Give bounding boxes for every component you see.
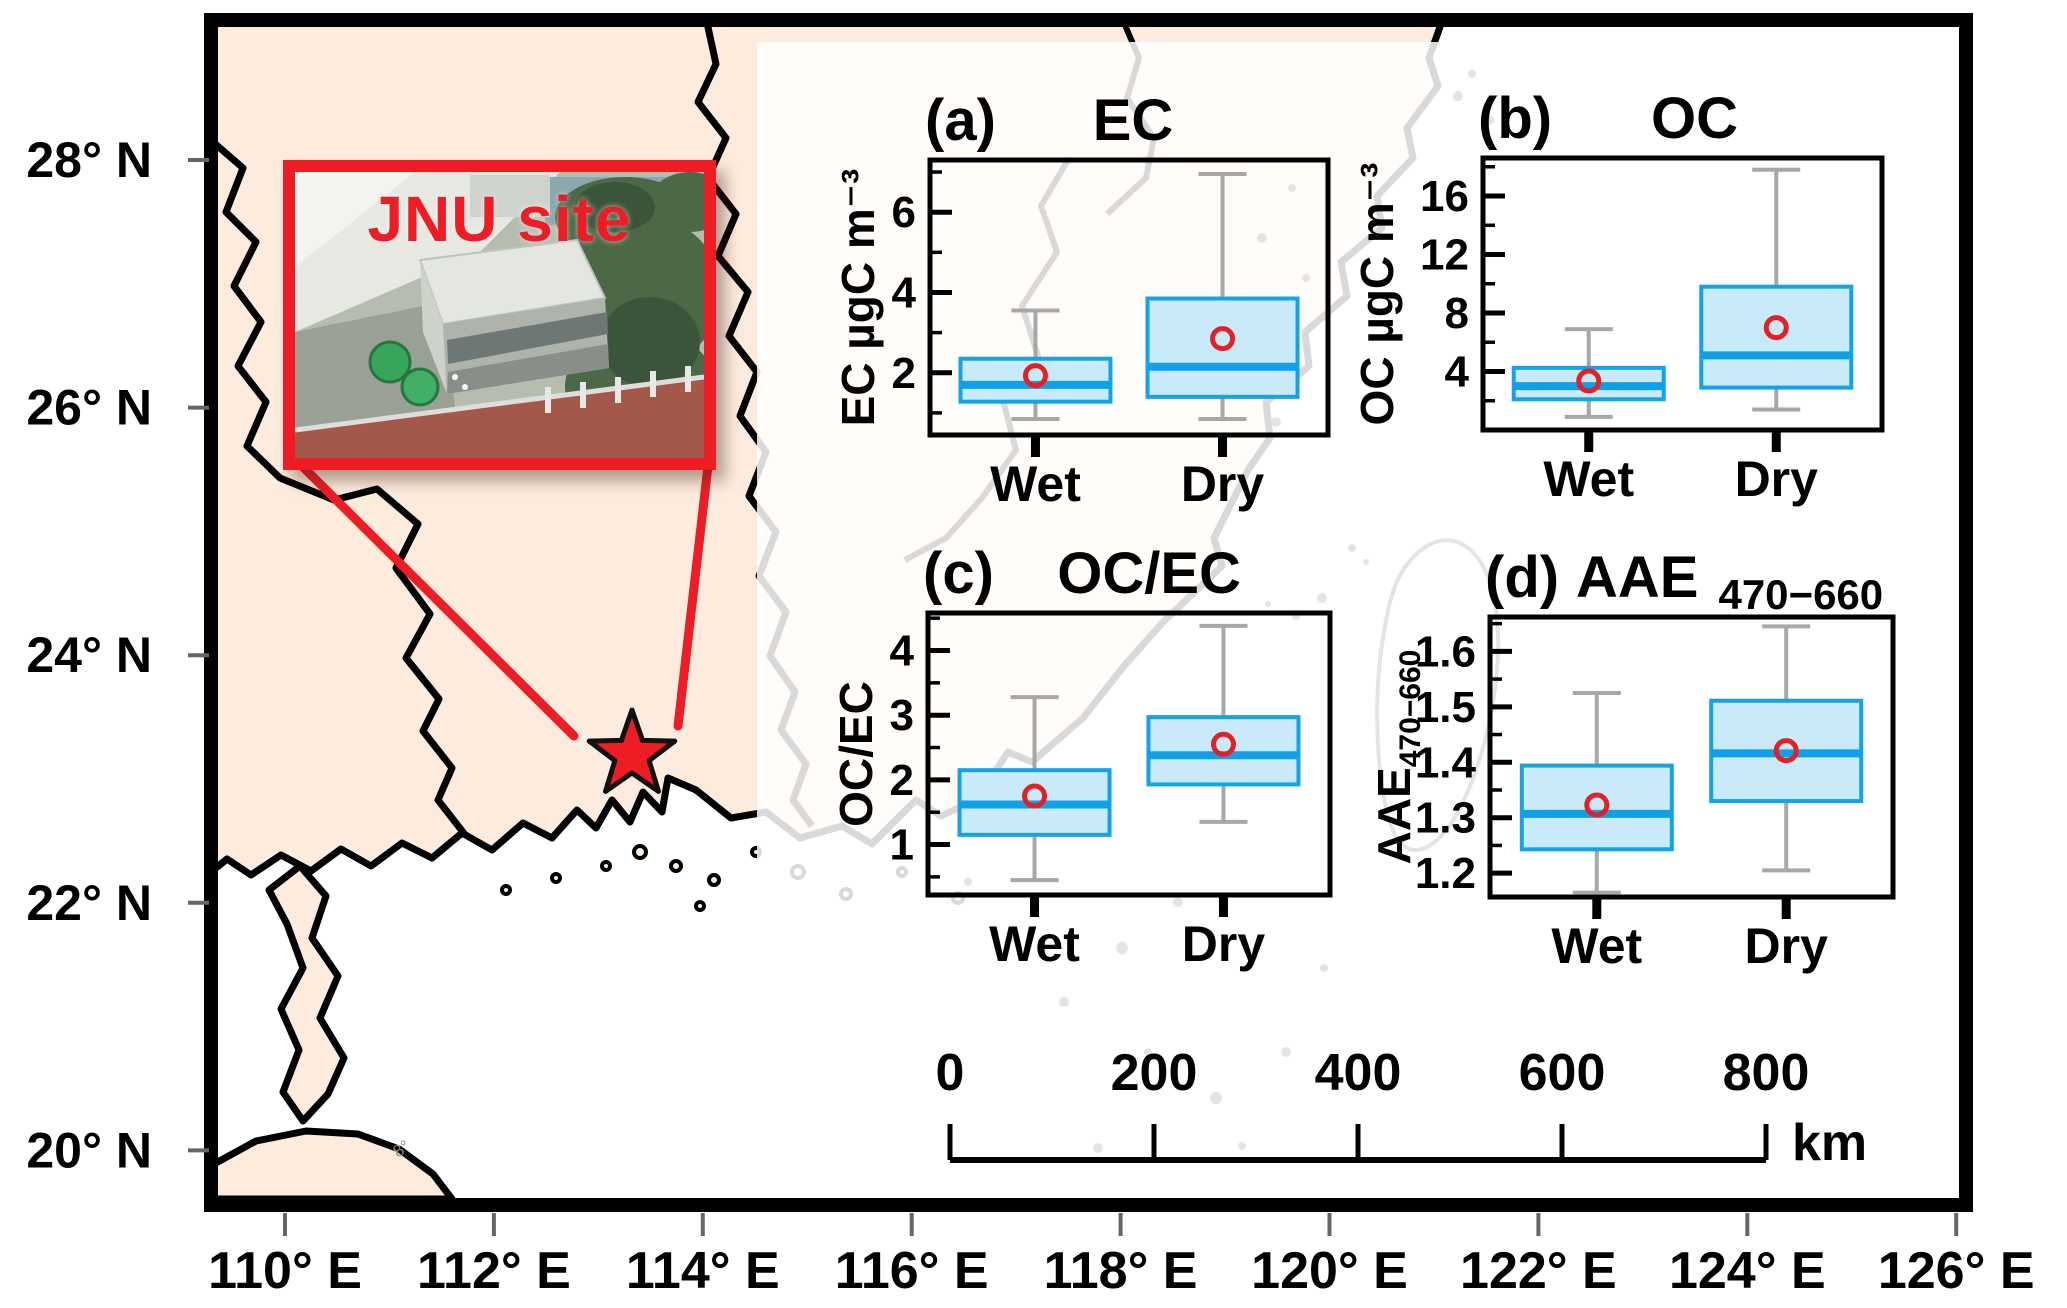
site-star-icon[interactable] bbox=[586, 707, 678, 794]
inset-site-label: JNU site bbox=[367, 183, 632, 255]
map-peninsula bbox=[265, 862, 348, 1125]
inset-connector-lines bbox=[297, 461, 713, 741]
map-frame bbox=[204, 13, 1973, 1212]
map-hainan-island bbox=[210, 1127, 456, 1203]
panel-backdrop-overlay bbox=[757, 42, 1960, 1199]
rooftop-umbrellas bbox=[368, 340, 468, 407]
jnu-site-inset[interactable]: JNU site bbox=[283, 160, 716, 470]
site-photo bbox=[295, 172, 704, 458]
